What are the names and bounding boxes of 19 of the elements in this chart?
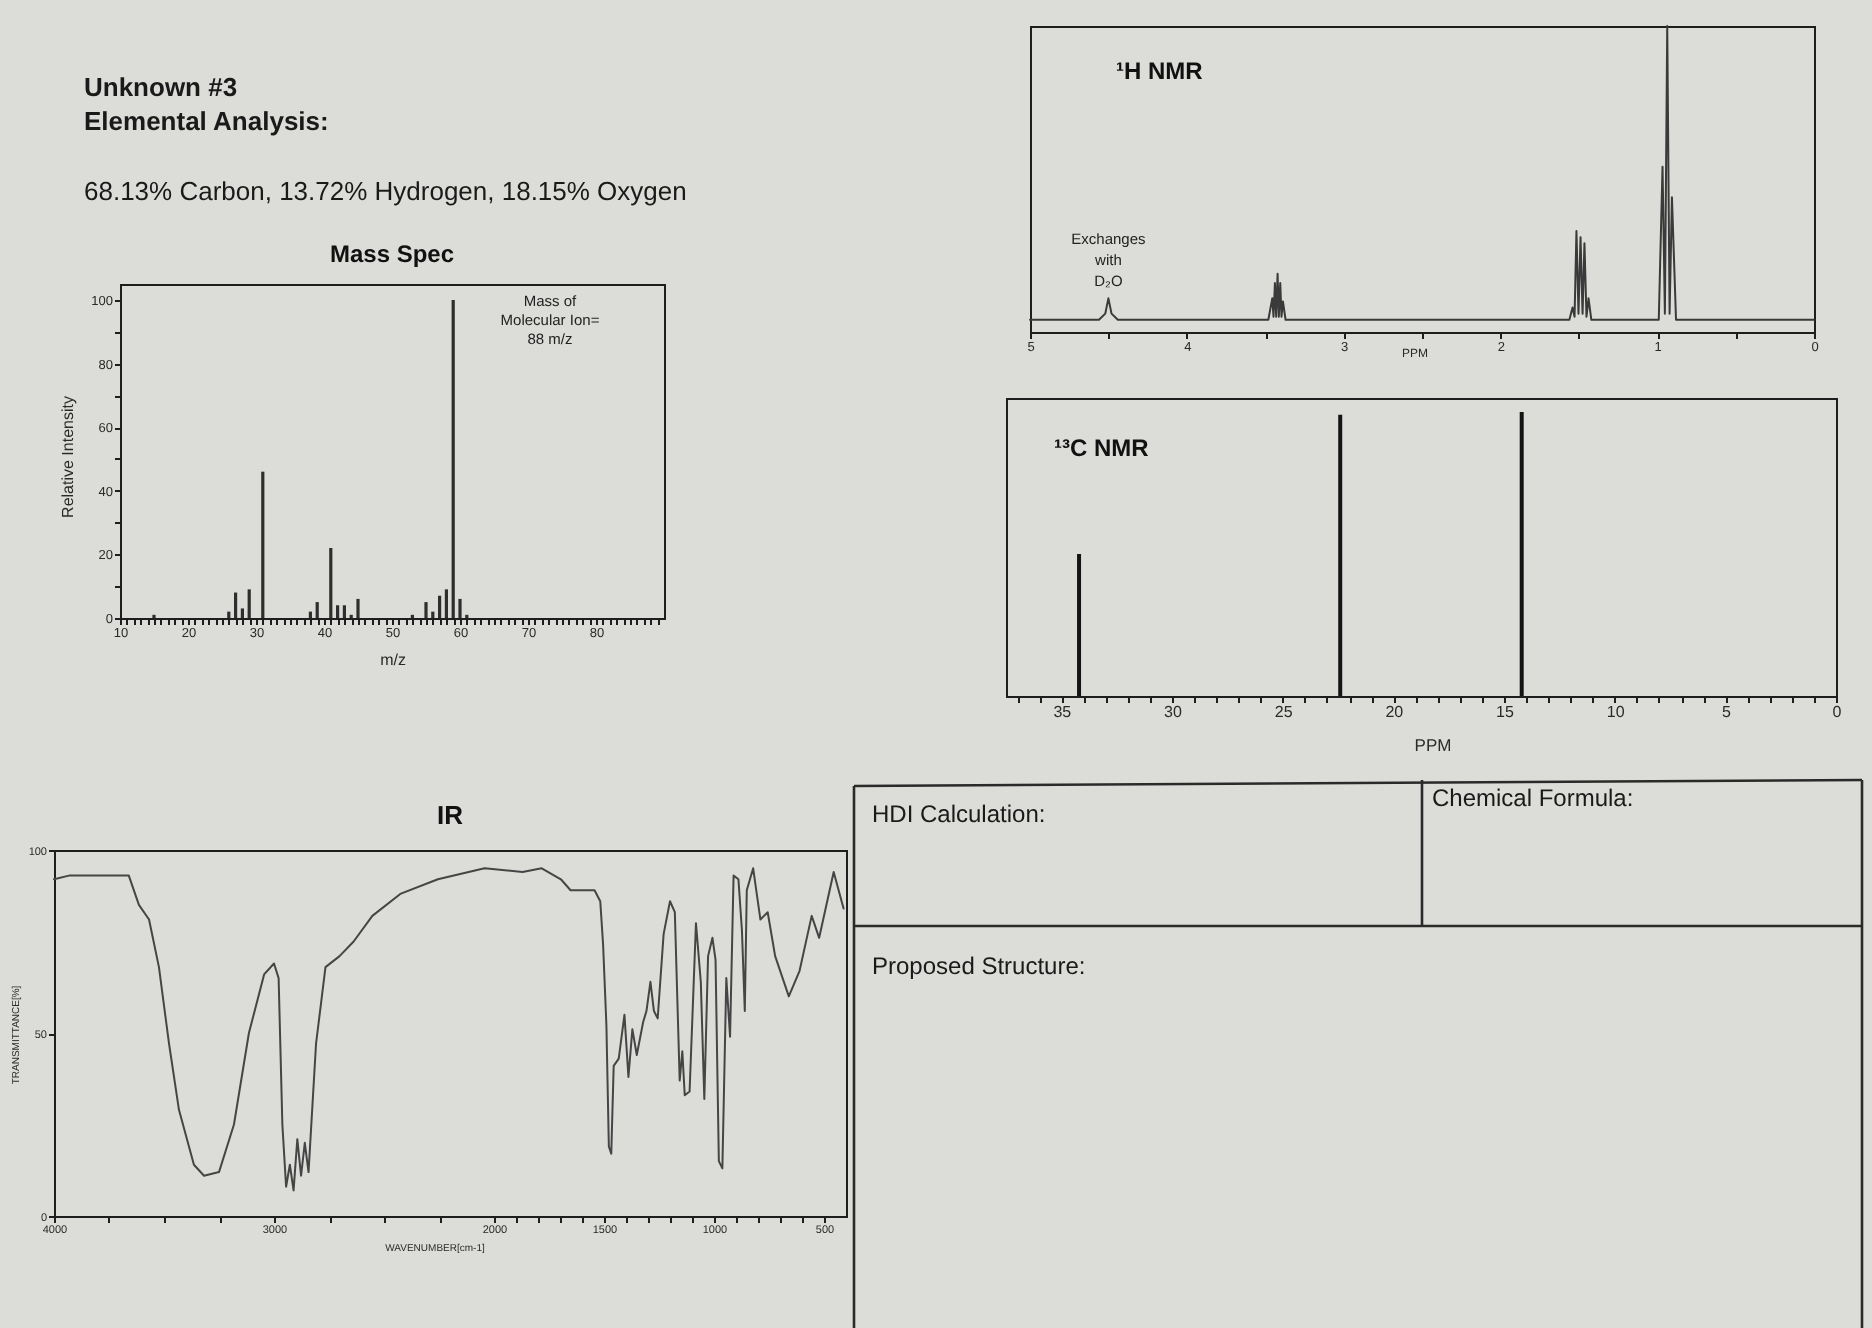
text: 68.13% Carbon, 13.72% Hydrogen, 18.15% Oxygen [84, 176, 687, 208]
y-axis-title: Relative Intensity [59, 396, 77, 518]
x-tick-label: 30 [1164, 703, 1183, 721]
text: ¹H NMR [1116, 57, 1204, 85]
chart-title: IR [437, 800, 465, 830]
text: Elemental Analysis: [84, 106, 329, 138]
chart-title: Mass Spec [329, 240, 455, 268]
x-tick-label: 25 [1274, 703, 1294, 721]
x-tick-label: 0 [1832, 703, 1843, 721]
x-tick-label: 20 [1385, 703, 1405, 721]
x-tick-label: 15 [1496, 703, 1515, 721]
text: Unknown #3 [84, 72, 238, 104]
text: ¹³C NMR [1054, 434, 1150, 462]
x-axis-title: PPM [1414, 735, 1452, 755]
line-series [53, 867, 845, 1192]
x-axis-title: m/z [380, 651, 406, 669]
x-tick-label: 5 [1721, 703, 1732, 721]
x-tick-label: 35 [1053, 703, 1073, 721]
x-tick-label: 10 [1606, 703, 1626, 721]
